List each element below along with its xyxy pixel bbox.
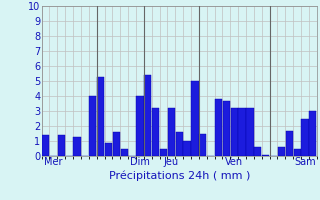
Bar — [89, 96, 96, 156]
Bar — [254, 147, 261, 156]
Bar — [223, 100, 230, 156]
Bar — [262, 154, 269, 156]
Bar — [113, 132, 120, 156]
Bar — [152, 108, 159, 156]
Bar — [309, 111, 316, 156]
Bar — [301, 118, 308, 156]
Bar — [136, 96, 143, 156]
Bar — [293, 148, 301, 156]
Bar — [176, 132, 183, 156]
Bar — [168, 108, 175, 156]
Bar — [121, 148, 128, 156]
Bar — [231, 108, 238, 156]
Bar — [105, 142, 112, 156]
Bar — [183, 141, 191, 156]
Bar — [160, 148, 167, 156]
Bar — [191, 81, 198, 156]
Bar — [246, 108, 253, 156]
Bar — [144, 75, 151, 156]
Bar — [286, 130, 293, 156]
Bar — [238, 108, 246, 156]
Bar — [199, 134, 206, 156]
Bar — [42, 135, 49, 156]
Bar — [73, 137, 81, 156]
Bar — [215, 99, 222, 156]
Bar — [97, 76, 104, 156]
Bar — [278, 147, 285, 156]
X-axis label: Précipitations 24h ( mm ): Précipitations 24h ( mm ) — [108, 170, 250, 181]
Bar — [58, 135, 65, 156]
